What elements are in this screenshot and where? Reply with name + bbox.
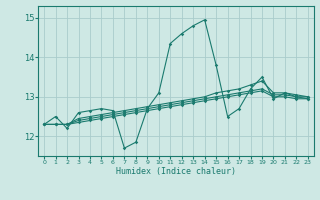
X-axis label: Humidex (Indice chaleur): Humidex (Indice chaleur) xyxy=(116,167,236,176)
